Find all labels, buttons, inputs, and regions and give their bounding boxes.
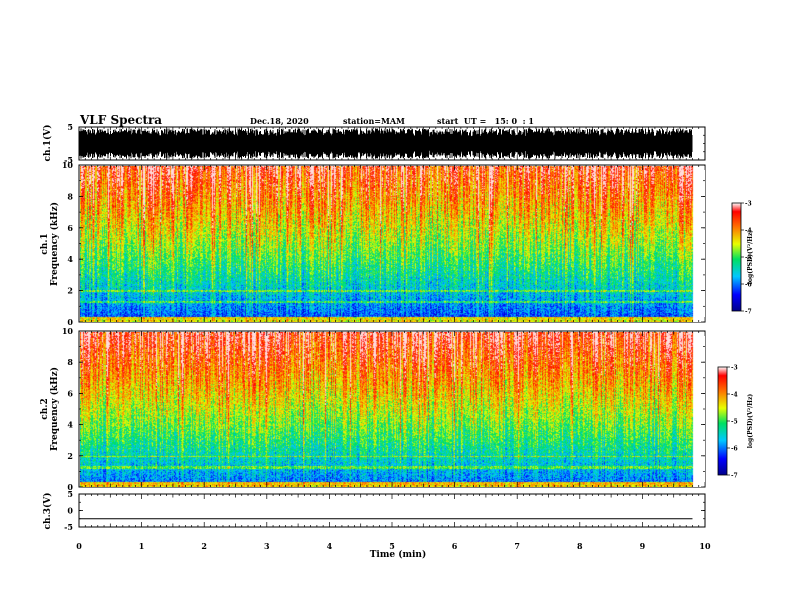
- station-label: station=MAM: [343, 116, 405, 126]
- ch1-colorbar-label: log(PSD)(V²/Hz): [747, 230, 754, 285]
- y-tick-label: 10: [62, 160, 74, 170]
- ch1-spec-ylabel-a: ch.1: [40, 233, 50, 254]
- y-tick-label: 5: [67, 122, 73, 132]
- colorbar-ticks: -3 -4 -5 -6 -7 -3 -4 -5 -6 -7: [727, 201, 752, 480]
- ch3-waveform-panel: [78, 493, 706, 528]
- colorbar-tick-label: -5: [745, 255, 752, 262]
- ch1-spec-ylabel-b: Frequency (kHz): [49, 202, 60, 286]
- date-label: Dec.18, 2020: [250, 116, 309, 126]
- colorbar-tick-label: -5: [731, 419, 738, 426]
- colorbar-tick-label: -3: [745, 201, 752, 208]
- ch1-spectrogram: [79, 165, 705, 322]
- ch1-ylabel: ch.1(V): [42, 125, 53, 162]
- y-tick-label: 10: [62, 326, 74, 336]
- colorbar-tick-label: -4: [745, 228, 752, 235]
- y-tick-label: 5: [67, 489, 73, 499]
- ch2-spectrogram: [79, 331, 705, 487]
- ch2-colorbar-label: log(PSD)(V²/Hz): [747, 394, 754, 449]
- y-tick-label: -5: [64, 155, 73, 165]
- ch2-spectrogram-panel: [78, 330, 706, 488]
- ch2-spec-ylabel-a: ch.2: [40, 398, 50, 419]
- y-tick-label: 2: [67, 286, 73, 296]
- y-tick-label: 0: [67, 317, 73, 327]
- colorbar-tick-label: -7: [731, 473, 738, 480]
- colorbar-tick-label: -6: [745, 282, 752, 289]
- x-tick-label: 10: [699, 541, 711, 551]
- y-tick-label: 4: [67, 420, 73, 430]
- start-time-label: start UT = 15: 0 : 1: [437, 116, 534, 126]
- colorbar-tick-label: -3: [731, 365, 738, 372]
- x-tick-label: 9: [640, 541, 646, 551]
- x-tick-label: 2: [201, 541, 207, 551]
- x-tick-label: 7: [514, 541, 520, 551]
- colorbar-tick-label: -7: [745, 309, 752, 316]
- y-tick-label: 6: [67, 223, 73, 233]
- x-tick-label: 1: [139, 541, 145, 551]
- y-tick-label: 0: [67, 506, 73, 516]
- colorbar-tick-label: -6: [731, 446, 738, 453]
- ch2-spec-ylabel-b: Frequency (kHz): [49, 367, 60, 451]
- x-axis-label: Time (min): [370, 549, 427, 560]
- y-tick-label: 8: [67, 357, 73, 367]
- y-tick-label: -5: [64, 522, 73, 532]
- y-tick-label: 0: [67, 482, 73, 492]
- y-tick-label: 6: [67, 388, 73, 398]
- y-tick-label: 8: [67, 191, 73, 201]
- x-tick-label: 8: [577, 541, 583, 551]
- y-tick-label: 4: [67, 254, 73, 264]
- x-tick-label: 5: [389, 541, 395, 551]
- colorbar-tick-label: -4: [731, 392, 738, 399]
- x-tick-label: 0: [76, 541, 82, 551]
- x-tick-label: 3: [264, 541, 270, 551]
- x-tick-label: 4: [327, 541, 333, 551]
- ch1-spectrogram-panel: [78, 164, 706, 323]
- y-tick-label: 2: [67, 451, 73, 461]
- x-tick-label: 6: [452, 541, 458, 551]
- ch3-ylabel: ch.3(V): [42, 493, 53, 530]
- chart-title: VLF Spectra: [80, 113, 163, 127]
